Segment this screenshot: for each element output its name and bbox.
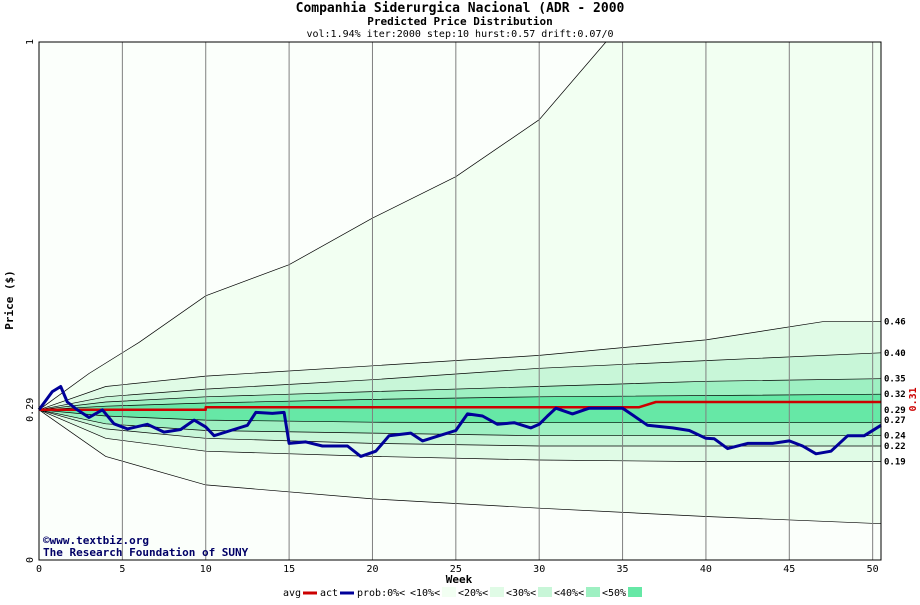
band-value-label: 0.40 <box>884 349 906 359</box>
current-price-label: 0.31 <box>908 387 919 411</box>
y-tick-label: 0.29 <box>25 398 36 422</box>
watermark-line2: The Research Foundation of SUNY <box>43 546 249 559</box>
legend-label: avg <box>283 588 301 599</box>
legend-swatch <box>586 587 600 597</box>
plot-border <box>38 41 882 561</box>
x-tick-label: 45 <box>783 564 795 575</box>
x-tick-label: 0 <box>36 564 42 575</box>
x-tick-label: 40 <box>700 564 712 575</box>
plot-area: 0 5 10 15 20 25 30 35 40 45 5000.2910.460.400.350.… <box>25 39 919 575</box>
legend-swatch <box>628 587 642 597</box>
band-upper-line <box>38 41 881 411</box>
y-tick-label: 0 <box>25 557 36 563</box>
x-tick-label: 50 <box>867 564 879 575</box>
band-value-label: 0.35 <box>884 375 906 385</box>
chart-params: vol:1.94% iter:2000 step:10 hurst:0.57 d… <box>306 29 613 40</box>
band-value-label: 0.24 <box>884 432 906 442</box>
band-value-label: 0.29 <box>884 406 906 416</box>
band-value-label: 0.19 <box>884 458 906 468</box>
x-tick-label: 35 <box>617 564 629 575</box>
x-tick-label: 15 <box>283 564 295 575</box>
legend-swatch <box>538 587 552 597</box>
band-value-label: 0.46 <box>884 318 906 328</box>
legend-label: <30%< <box>506 588 536 599</box>
legend-label: act <box>320 588 338 599</box>
y-tick-label: 1 <box>25 39 36 45</box>
legend-label: <50% <box>602 588 626 599</box>
legend-label: prob:0%< <box>357 588 405 599</box>
legend-swatch <box>442 587 456 597</box>
legend: avg act prob:0%< <10%< <20%< <30%< <40%< <50% <box>283 587 642 599</box>
chart-title: Companhia Siderurgica Nacional (ADR - 20… <box>296 1 625 16</box>
legend-label: <40%< <box>554 588 584 599</box>
x-tick-label: 20 <box>366 564 378 575</box>
x-tick-label: 25 <box>450 564 462 575</box>
actual-price-line <box>37 385 882 458</box>
legend-label: <10%< <box>410 588 440 599</box>
watermark-line1: ©www.textbiz.org <box>43 534 149 547</box>
legend-label: <20%< <box>458 588 488 599</box>
x-tick-label: 10 <box>200 564 212 575</box>
band-value-label: 0.27 <box>884 416 906 426</box>
band-value-label: 0.22 <box>884 442 906 452</box>
x-tick-label: 30 <box>533 564 545 575</box>
avg-line <box>39 400 881 412</box>
y-axis-label: Price ($) <box>3 270 16 330</box>
chart-subtitle: Predicted Price Distribution <box>367 15 552 28</box>
x-tick-label: 5 <box>119 564 125 575</box>
legend-swatch <box>490 587 504 597</box>
band-value-label: 0.32 <box>884 390 906 400</box>
x-axis-label: Week <box>446 573 473 586</box>
